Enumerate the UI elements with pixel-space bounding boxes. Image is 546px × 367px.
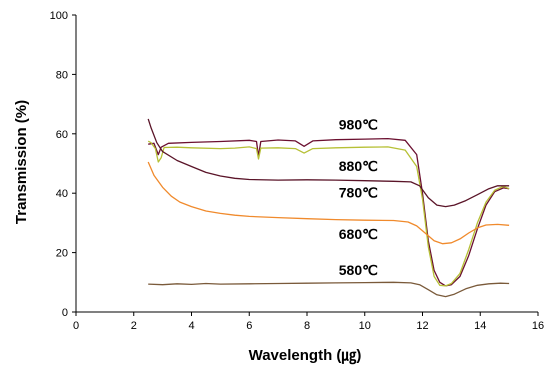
series-line-4 <box>148 281 510 298</box>
axes: 0 20 40 60 80 100 0 2 4 6 8 10 12 14 16 <box>50 10 544 332</box>
series-line-0 <box>148 137 510 287</box>
x-tick-label: 14 <box>474 320 486 332</box>
series-lines <box>147 118 510 298</box>
series-label-0: 980℃ <box>339 116 378 132</box>
x-tick-label: 16 <box>532 320 544 332</box>
series-line-3 <box>147 161 510 245</box>
series-label-3: 680℃ <box>339 226 378 242</box>
series-line-2 <box>147 118 510 208</box>
y-tick-label: 80 <box>56 69 68 81</box>
y-tick-label: 100 <box>50 10 68 22</box>
series-label-1: 880℃ <box>339 158 378 174</box>
series-labels: 980℃ 880℃ 780℃ 680℃ 580℃ <box>339 116 378 278</box>
x-tick-label: 10 <box>359 320 371 332</box>
x-tick-label: 0 <box>73 320 79 332</box>
y-axis-title: Transmission (%) <box>13 100 30 224</box>
y-tick-label: 20 <box>56 248 68 260</box>
x-tick-label: 6 <box>246 320 252 332</box>
x-tick-label: 4 <box>188 320 194 332</box>
y-tick-label: 60 <box>56 129 68 141</box>
x-tick-label: 2 <box>131 320 137 332</box>
series-label-4: 580℃ <box>339 262 378 278</box>
x-axis-title: Wavelength (㎍) <box>249 347 362 365</box>
y-tick-label: 0 <box>62 307 68 319</box>
series-line-1 <box>147 140 510 287</box>
x-tick-label: 12 <box>416 320 428 332</box>
x-tick-label: 8 <box>304 320 310 332</box>
series-label-2: 780℃ <box>339 185 378 201</box>
y-tick-label: 40 <box>56 188 68 200</box>
